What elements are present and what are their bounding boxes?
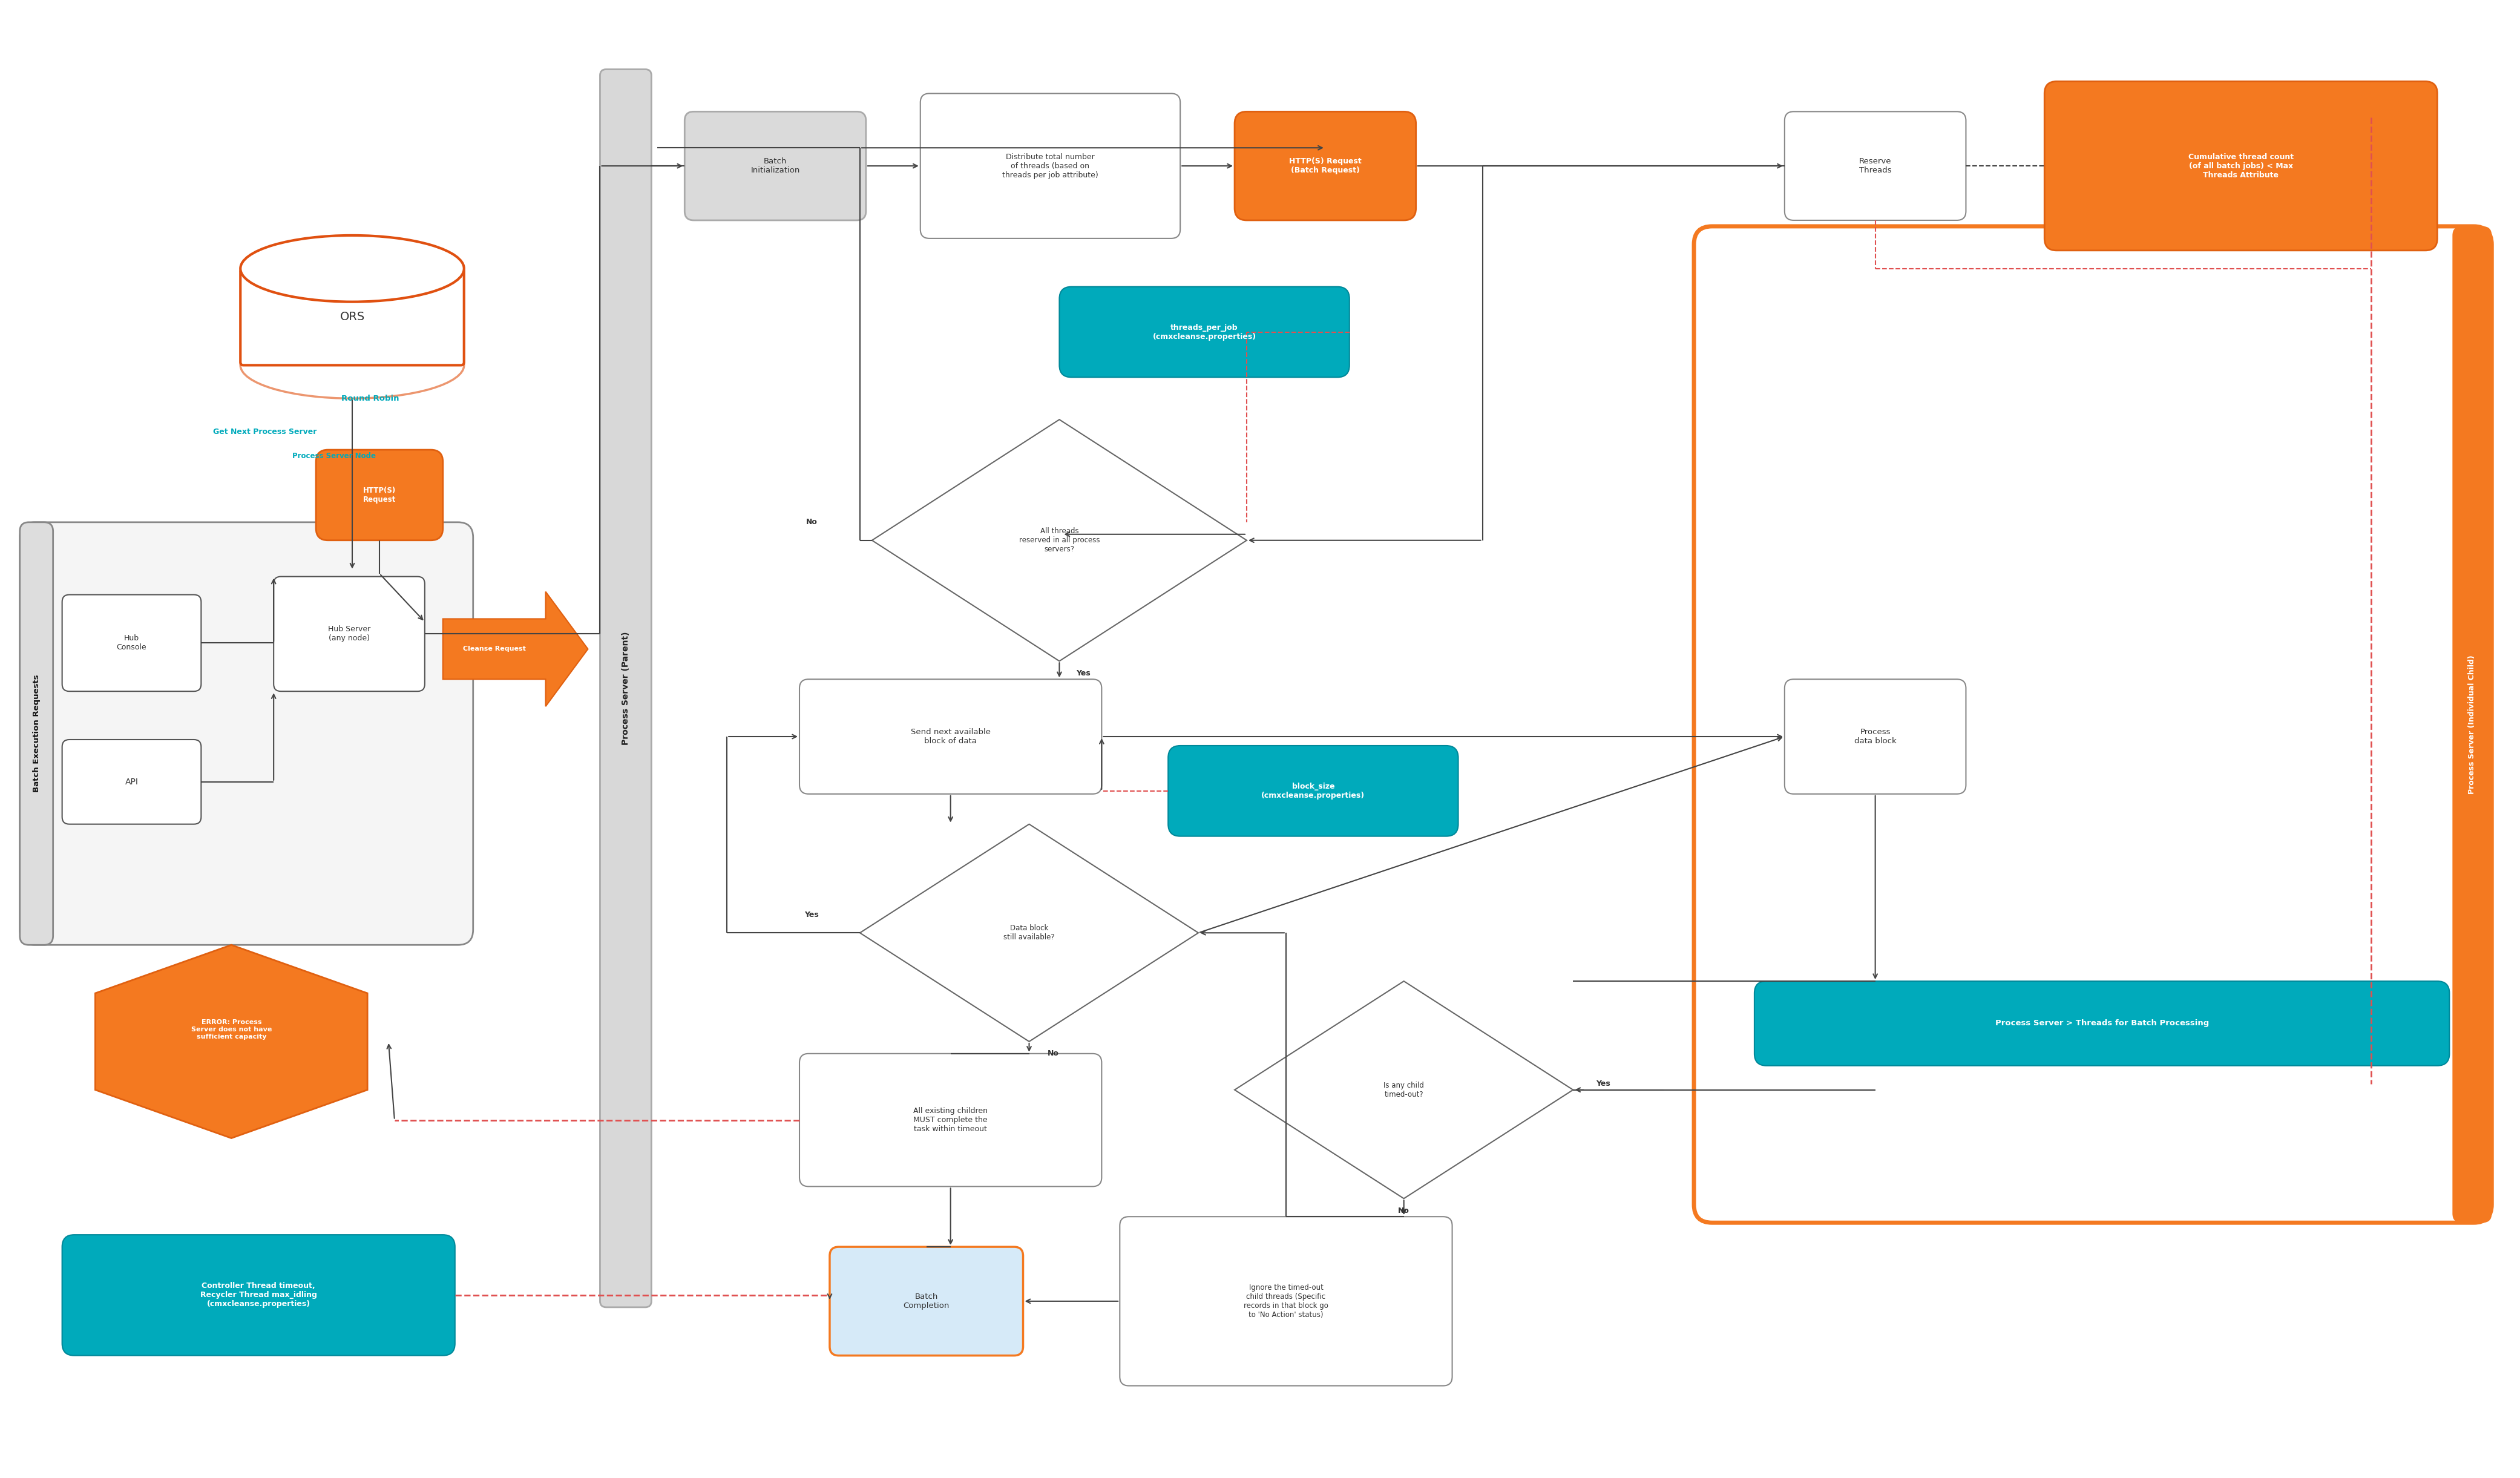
FancyBboxPatch shape (63, 1234, 456, 1355)
Text: Process
data block: Process data block (1855, 729, 1898, 745)
Text: Process Server > Threads for Batch Processing: Process Server > Threads for Batch Proce… (1996, 1020, 2210, 1027)
FancyBboxPatch shape (239, 269, 464, 365)
Text: API: API (126, 777, 139, 786)
FancyBboxPatch shape (315, 449, 444, 541)
Text: Get Next Process Server: Get Next Process Server (214, 427, 318, 436)
FancyBboxPatch shape (1693, 226, 2492, 1222)
Text: Reserve
Threads: Reserve Threads (1860, 158, 1893, 174)
FancyBboxPatch shape (1235, 111, 1416, 220)
Text: block_size
(cmxcleanse.properties): block_size (cmxcleanse.properties) (1263, 782, 1366, 800)
Text: Cleanse Request: Cleanse Request (464, 646, 527, 652)
Text: Process Server (Individual Child): Process Server (Individual Child) (2467, 655, 2477, 794)
Polygon shape (1235, 981, 1572, 1199)
FancyBboxPatch shape (20, 522, 53, 944)
FancyBboxPatch shape (600, 69, 650, 1307)
Text: Round Robin: Round Robin (340, 395, 398, 402)
FancyBboxPatch shape (1754, 981, 2449, 1066)
Text: Process Server (Parent): Process Server (Parent) (622, 631, 630, 745)
FancyBboxPatch shape (63, 739, 202, 825)
Text: Cumulative thread count
(of all batch jobs) < Max
Threads Attribute: Cumulative thread count (of all batch jo… (2187, 152, 2293, 179)
Ellipse shape (239, 235, 464, 302)
Text: All threads
reserved in all process
servers?: All threads reserved in all process serv… (1018, 528, 1099, 553)
FancyBboxPatch shape (1058, 287, 1348, 377)
Text: Yes: Yes (804, 910, 819, 919)
FancyBboxPatch shape (63, 594, 202, 692)
FancyBboxPatch shape (799, 1054, 1101, 1187)
Text: Is any child
timed-out?: Is any child timed-out? (1383, 1082, 1424, 1098)
FancyBboxPatch shape (20, 522, 474, 944)
Text: Batch
Initialization: Batch Initialization (751, 158, 799, 174)
Text: Yes: Yes (1076, 670, 1091, 677)
Text: Batch Execution Requests: Batch Execution Requests (33, 674, 40, 792)
FancyBboxPatch shape (275, 576, 426, 692)
Text: No: No (1048, 1049, 1058, 1058)
FancyBboxPatch shape (1784, 680, 1966, 794)
Text: Data block
still available?: Data block still available? (1003, 924, 1056, 941)
Text: threads_per_job
(cmxcleanse.properties): threads_per_job (cmxcleanse.properties) (1152, 324, 1255, 340)
Text: All existing children
MUST complete the
task within timeout: All existing children MUST complete the … (912, 1107, 988, 1134)
Text: ERROR: Process
Server does not have
sufficient capacity: ERROR: Process Server does not have suff… (192, 1020, 272, 1039)
Text: Controller Thread timeout,
Recycler Thread max_idling
(cmxcleanse.properties): Controller Thread timeout, Recycler Thre… (199, 1281, 318, 1308)
Text: No: No (1399, 1206, 1409, 1215)
Text: Hub Server
(any node): Hub Server (any node) (328, 625, 370, 643)
FancyBboxPatch shape (685, 111, 867, 220)
Polygon shape (859, 825, 1200, 1042)
FancyBboxPatch shape (829, 1247, 1023, 1355)
Ellipse shape (239, 333, 464, 399)
Text: ORS: ORS (340, 312, 365, 322)
Text: Distribute total number
of threads (based on
threads per job attribute): Distribute total number of threads (base… (1003, 152, 1099, 179)
Polygon shape (444, 591, 587, 706)
Text: Process Server Node: Process Server Node (292, 452, 375, 460)
FancyBboxPatch shape (1119, 1216, 1452, 1386)
FancyBboxPatch shape (1784, 111, 1966, 220)
Polygon shape (96, 944, 368, 1138)
FancyBboxPatch shape (1169, 745, 1459, 837)
Text: Yes: Yes (1595, 1080, 1610, 1088)
Text: No: No (806, 519, 816, 526)
FancyBboxPatch shape (2452, 226, 2492, 1222)
Text: Send next available
block of data: Send next available block of data (910, 729, 990, 745)
Text: Ignore the timed-out
child threads (Specific
records in that block go
to 'No Act: Ignore the timed-out child threads (Spec… (1245, 1284, 1328, 1318)
FancyBboxPatch shape (2044, 81, 2437, 250)
Text: Hub
Console: Hub Console (116, 634, 146, 652)
Text: HTTP(S) Request
(Batch Request): HTTP(S) Request (Batch Request) (1290, 158, 1361, 174)
Polygon shape (872, 420, 1247, 661)
Text: Batch
Completion: Batch Completion (902, 1293, 950, 1310)
Text: HTTP(S)
Request: HTTP(S) Request (363, 486, 396, 504)
FancyBboxPatch shape (920, 93, 1179, 238)
FancyBboxPatch shape (799, 680, 1101, 794)
